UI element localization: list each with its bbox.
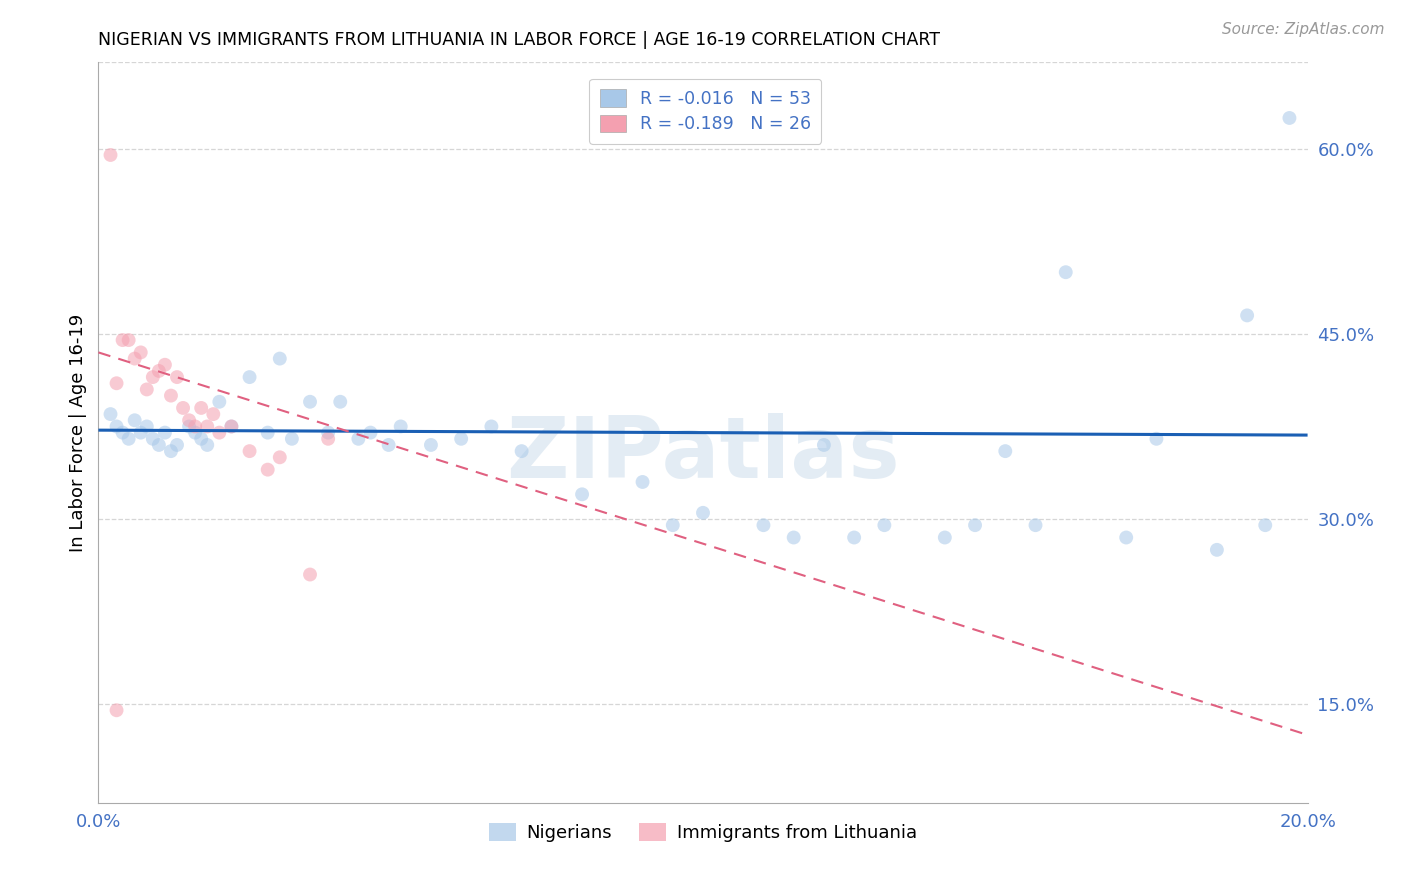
Point <box>994 444 1017 458</box>
Point <box>256 462 278 476</box>
Point <box>105 376 128 391</box>
Point <box>299 394 322 409</box>
Point <box>135 419 157 434</box>
Point <box>844 531 866 545</box>
Point <box>783 531 806 545</box>
Point <box>269 351 291 366</box>
Text: Source: ZipAtlas.com: Source: ZipAtlas.com <box>1222 22 1385 37</box>
Point <box>148 438 170 452</box>
Point <box>118 333 141 347</box>
Point <box>124 413 146 427</box>
Point <box>190 401 212 415</box>
Point <box>239 370 262 384</box>
Point <box>184 425 207 440</box>
Legend: Nigerians, Immigrants from Lithuania: Nigerians, Immigrants from Lithuania <box>481 815 925 849</box>
Point <box>1278 111 1301 125</box>
Point <box>420 438 443 452</box>
Point <box>184 419 207 434</box>
Point <box>129 345 152 359</box>
Point <box>221 419 243 434</box>
Point <box>360 425 382 440</box>
Point <box>142 370 165 384</box>
Point <box>281 432 304 446</box>
Point <box>100 148 122 162</box>
Point <box>1024 518 1046 533</box>
Point <box>166 370 188 384</box>
Point <box>692 506 714 520</box>
Point <box>135 383 157 397</box>
Point <box>1254 518 1277 533</box>
Point <box>1206 542 1229 557</box>
Point <box>118 432 141 446</box>
Point <box>329 394 352 409</box>
Point <box>124 351 146 366</box>
Point <box>195 419 218 434</box>
Point <box>202 407 225 421</box>
Point <box>148 364 170 378</box>
Point <box>111 425 134 440</box>
Point <box>269 450 291 465</box>
Point <box>208 425 231 440</box>
Point <box>172 401 194 415</box>
Point <box>813 438 835 452</box>
Point <box>661 518 683 533</box>
Point <box>142 432 165 446</box>
Point <box>347 432 370 446</box>
Point <box>934 531 956 545</box>
Point <box>160 389 183 403</box>
Point <box>377 438 399 452</box>
Text: ZIPatlas: ZIPatlas <box>506 413 900 496</box>
Point <box>111 333 134 347</box>
Point <box>450 432 472 446</box>
Point <box>179 419 201 434</box>
Point <box>100 407 122 421</box>
Point <box>105 419 128 434</box>
Point <box>105 703 128 717</box>
Point <box>965 518 987 533</box>
Point <box>1054 265 1077 279</box>
Point <box>153 358 176 372</box>
Point <box>153 425 176 440</box>
Text: NIGERIAN VS IMMIGRANTS FROM LITHUANIA IN LABOR FORCE | AGE 16-19 CORRELATION CHA: NIGERIAN VS IMMIGRANTS FROM LITHUANIA IN… <box>98 31 941 49</box>
Point <box>1115 531 1137 545</box>
Point <box>316 432 339 446</box>
Point <box>873 518 896 533</box>
Point <box>239 444 262 458</box>
Point <box>190 432 212 446</box>
Point <box>195 438 218 452</box>
Point <box>389 419 412 434</box>
Point <box>481 419 503 434</box>
Point <box>256 425 278 440</box>
Point <box>179 413 201 427</box>
Point <box>299 567 322 582</box>
Point <box>208 394 231 409</box>
Point <box>316 425 339 440</box>
Point <box>166 438 188 452</box>
Point <box>1236 309 1258 323</box>
Point <box>571 487 593 501</box>
Point <box>752 518 775 533</box>
Point <box>1144 432 1167 446</box>
Point <box>631 475 654 489</box>
Y-axis label: In Labor Force | Age 16-19: In Labor Force | Age 16-19 <box>69 313 87 552</box>
Point <box>129 425 152 440</box>
Point <box>160 444 183 458</box>
Point <box>221 419 243 434</box>
Point <box>510 444 533 458</box>
